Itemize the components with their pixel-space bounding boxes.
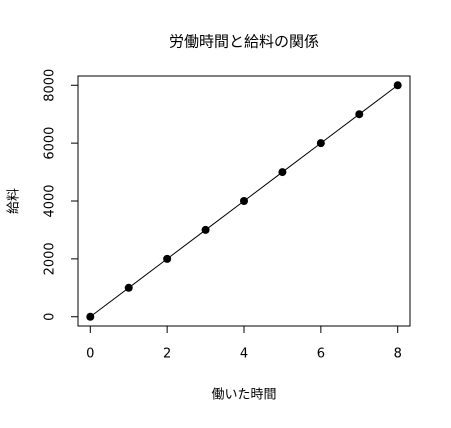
y-tick-label: 8000 [43, 69, 58, 102]
point [393, 81, 402, 90]
y-tick-label: 2000 [43, 242, 58, 275]
y-axis-label: 給料 [7, 188, 22, 214]
point [240, 197, 248, 205]
point [86, 312, 95, 321]
x-axis-label: 働いた時間 [211, 388, 276, 403]
x-tick-label: 6 [317, 347, 325, 362]
point [316, 139, 325, 148]
y-tick-label: 6000 [43, 127, 58, 160]
x-tick-label: 2 [163, 347, 171, 362]
chart-title: 労働時間と給料の関係 [169, 33, 319, 51]
y-tick-label: 4000 [43, 184, 58, 217]
y-tick-label: 0 [43, 313, 58, 321]
point [163, 254, 172, 263]
point [355, 110, 364, 119]
x-tick-label: 8 [394, 347, 402, 362]
x-tick-label: 0 [86, 347, 94, 362]
point [124, 283, 133, 292]
point [201, 225, 210, 234]
point [278, 168, 287, 177]
x-tick-label: 4 [240, 347, 248, 362]
